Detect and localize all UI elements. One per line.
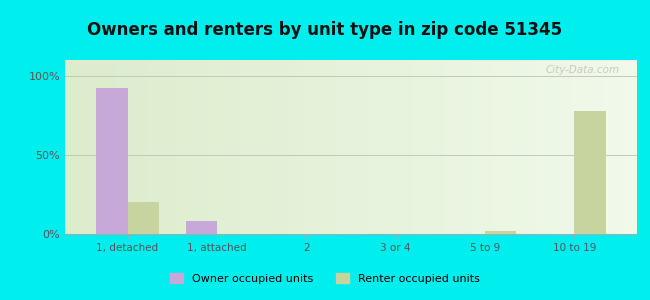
Text: Owners and renters by unit type in zip code 51345: Owners and renters by unit type in zip c…: [88, 21, 562, 39]
Bar: [127, 202, 159, 234]
Legend: Owner occupied units, Renter occupied units: Owner occupied units, Renter occupied un…: [166, 269, 484, 288]
Text: City-Data.com: City-Data.com: [546, 65, 620, 75]
Bar: [186, 221, 217, 234]
Bar: [575, 111, 606, 234]
Bar: [485, 231, 516, 234]
Bar: [96, 88, 127, 234]
